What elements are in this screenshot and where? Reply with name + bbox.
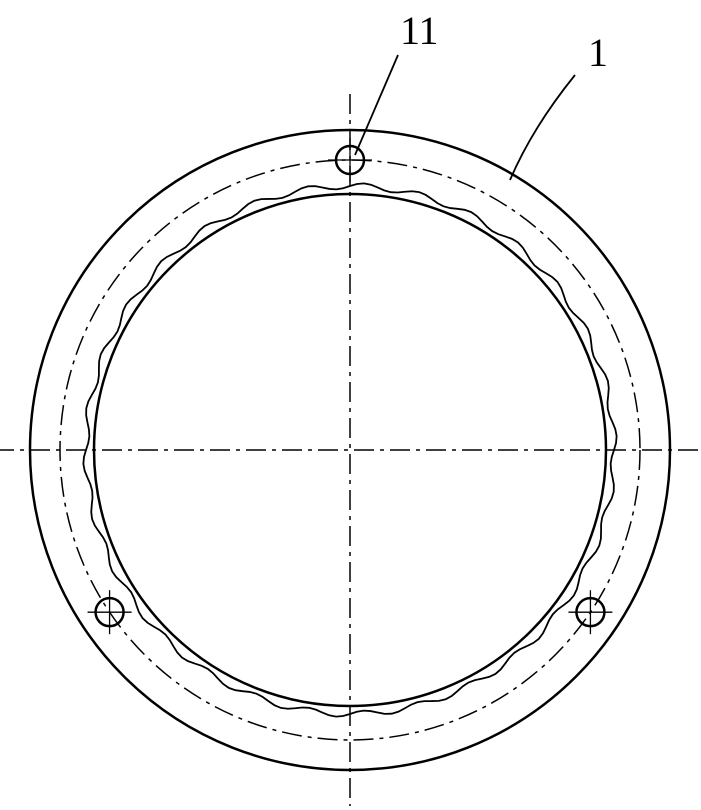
leader-line-hole — [355, 55, 398, 155]
label-ring: 1 — [588, 30, 608, 75]
inner-circle — [94, 194, 606, 706]
bolt-hole — [568, 590, 612, 634]
bolt-hole — [328, 138, 372, 182]
leader-line-ring — [510, 75, 575, 180]
bolt-hole — [88, 590, 132, 634]
label-hole: 11 — [400, 8, 439, 53]
